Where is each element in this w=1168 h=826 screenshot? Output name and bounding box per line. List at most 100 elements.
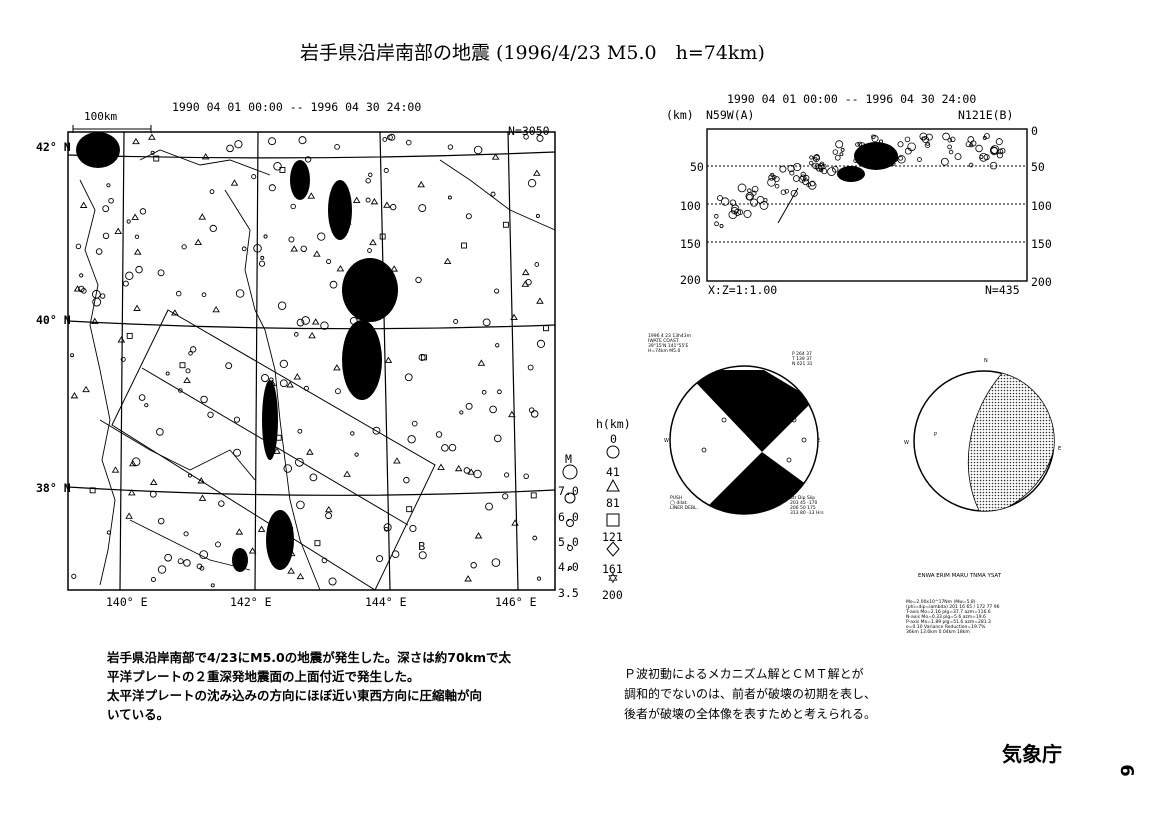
epicenter-symbol: [464, 575, 472, 582]
epicenter-symbol: [536, 339, 546, 348]
epicenter-symbol: [504, 472, 510, 478]
epicenter-symbol: [70, 392, 79, 399]
epicenter-symbol: [350, 431, 355, 436]
epicenter-symbol: [536, 576, 542, 581]
epicenter-symbol: [336, 265, 345, 272]
svg-text:E: E: [817, 438, 820, 444]
hypocenter-symbol: [827, 167, 836, 176]
lon-label-146: 146° E: [495, 595, 537, 609]
hypocenter-symbol: [731, 204, 740, 213]
epicenter-symbol: [177, 558, 184, 565]
depth-81: 81: [606, 496, 620, 510]
svg-text:W: W: [664, 438, 669, 444]
hypocenter-symbol: [809, 180, 816, 187]
hypocenter-symbol: [967, 136, 975, 143]
epicenter-symbol: [111, 466, 120, 473]
hypocenter-symbol: [948, 149, 954, 155]
cmt-info: Mo=2.00x10^17Nm (Mw=5.8) (phi=dip=lambda)…: [906, 600, 1000, 635]
epicenter-symbol: [263, 234, 268, 239]
epicenter-symbol: [71, 573, 77, 579]
hypocenter-symbol: [924, 142, 931, 148]
depth-tick-l50: 50: [690, 160, 704, 174]
mag-6-0: 6.0: [558, 510, 579, 524]
hypocenter-symbol: [839, 152, 844, 157]
mech-left-planes: Str Dip Slip 203 45 -170 206 50 175 313 80 …: [790, 496, 824, 516]
hypocenter-symbol: [872, 160, 881, 168]
lon-label-144: 144° E: [365, 595, 407, 609]
epicenter-symbol: [334, 143, 340, 150]
page-number: 6: [1115, 764, 1137, 777]
hypocenter-symbol: [832, 149, 839, 155]
lat-label-38: 38° N: [36, 481, 71, 495]
epicenter-symbol: [296, 500, 305, 510]
epicenter-symbol: [301, 316, 310, 325]
epicenter-symbol: [404, 373, 413, 382]
epicenter-symbol: [171, 309, 179, 316]
epicenter-symbol: [448, 443, 457, 452]
epicenter-symbol: [253, 244, 262, 253]
hypocenter-symbol: [891, 154, 899, 162]
description-line: いている。: [107, 707, 170, 722]
hypocenter-symbol: [751, 185, 759, 193]
section-count: N=435: [985, 283, 1020, 297]
hypocenter-symbol: [834, 154, 841, 161]
epicenter-symbol: [108, 197, 114, 204]
epicenter-symbol: [197, 477, 206, 484]
epicenter-symbols: [70, 133, 549, 588]
hypocenter-symbol: [925, 133, 933, 141]
epicenter-symbol: [361, 326, 371, 335]
epicenter-symbol: [502, 221, 509, 228]
epicenter-symbol: [303, 385, 309, 391]
hypocenter-symbol: [975, 144, 983, 153]
epicenter-symbol: [91, 289, 101, 299]
epicenter-symbol: [90, 317, 99, 324]
epicenter-symbol: [226, 144, 234, 153]
epicenter-symbol: [95, 248, 103, 255]
section-left-label: N59W(A): [706, 108, 755, 122]
epicenter-symbol: [354, 452, 359, 457]
epicenter-symbol: [79, 201, 88, 208]
epicenter-symbol: [235, 289, 245, 298]
epicenter-symbol: [260, 255, 265, 260]
epicenter-symbol: [290, 203, 296, 210]
epicenter-symbol: [164, 553, 173, 562]
description-left: 岩手県沿岸南部で4/23にM5.0の地震が発生した。深さは約70kmで太 平洋プ…: [107, 648, 527, 724]
epicenter-symbol: [215, 541, 221, 548]
cmt-mechanism-beachball: N W E P: [904, 358, 1061, 512]
hypocenter-symbol: [746, 193, 753, 201]
epicenter-symbol: [99, 293, 106, 299]
epicenter-symbol: [418, 204, 427, 213]
epicenter-symbol: [473, 145, 483, 155]
depth-legend-title: h(km): [596, 417, 631, 431]
hypocenter-symbol: [747, 188, 752, 193]
hypocenter-symbol: [982, 135, 987, 140]
epicenter-symbol: [335, 388, 341, 395]
epicenter-symbol: [481, 389, 487, 395]
epicenter-map: B: [67, 125, 556, 591]
epicenter-symbol: [489, 405, 497, 414]
hypocenter-symbol: [999, 147, 1006, 154]
epicenter-symbol: [188, 473, 193, 478]
epicenter-symbol: [510, 313, 518, 321]
epicenter-symbol: [128, 489, 136, 496]
epicenter-symbol: [258, 260, 266, 267]
epicenter-symbol: [156, 428, 164, 436]
epicenter-symbol: [273, 161, 282, 171]
epicenter-symbol: [406, 506, 413, 513]
hypocenter-symbol: [817, 163, 825, 170]
epicenter-symbol: [338, 214, 347, 221]
hypocenter-symbol: [759, 201, 769, 210]
mag-5-0: 5.0: [558, 535, 579, 549]
epicenter-symbol: [241, 246, 247, 252]
hypocenter-symbol: [968, 162, 974, 168]
epicenter-symbol: [497, 389, 502, 395]
description-line: Ｐ波初動によるメカニズム解とＣＭＴ解とが: [624, 667, 864, 681]
epicenter-symbol: [133, 304, 141, 311]
hypocenter-symbol: [756, 196, 765, 204]
epicenter-symbol: [183, 531, 189, 537]
epicenter-symbol: [390, 203, 397, 211]
hypocenter-symbol: [743, 209, 752, 218]
epicenter-symbol: [296, 572, 305, 580]
hypocenter-symbol: [784, 189, 789, 194]
